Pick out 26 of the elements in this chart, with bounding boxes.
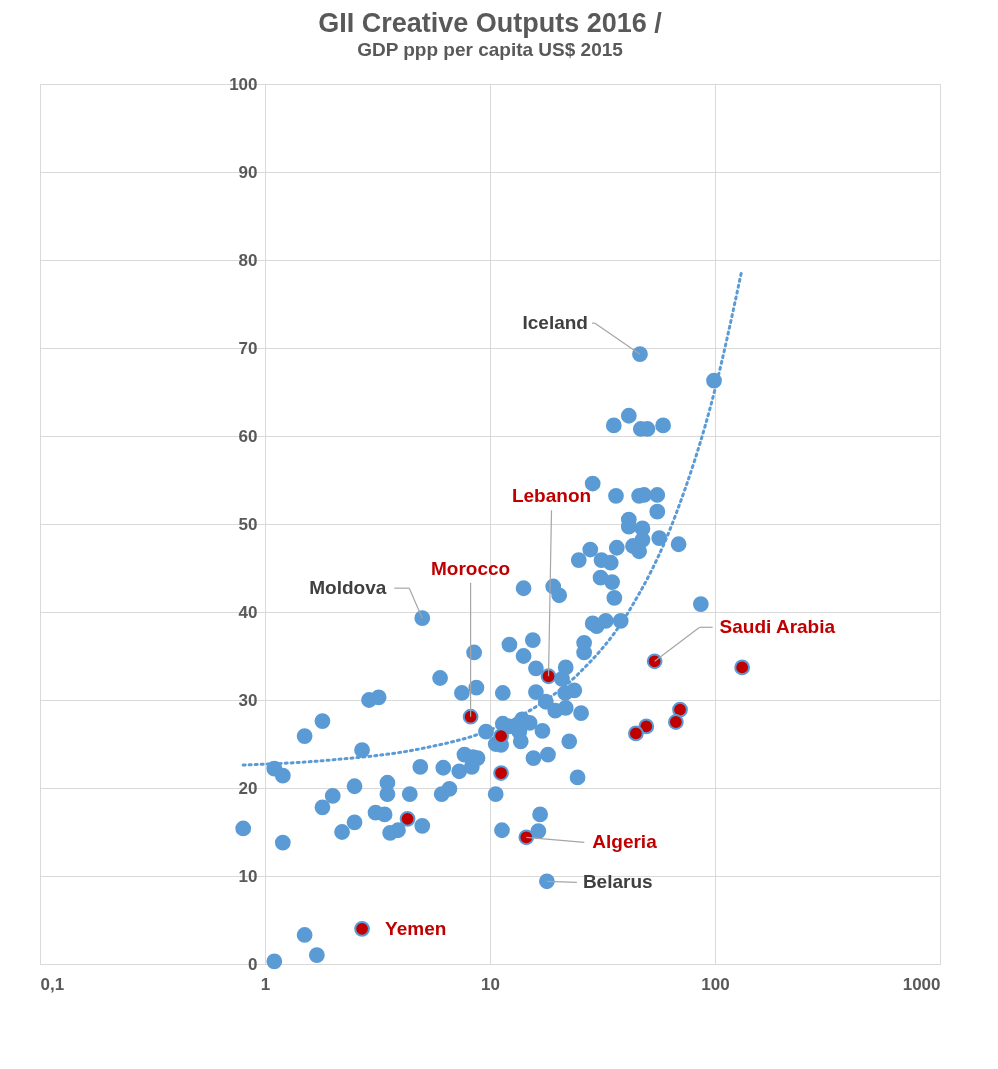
x-tick-label: 0,1 xyxy=(40,974,65,994)
y-tick-label: 30 xyxy=(238,690,258,710)
annotation: Saudi Arabia xyxy=(719,616,836,638)
annotation: Algeria xyxy=(592,831,658,853)
y-tick-label: 60 xyxy=(238,426,258,446)
chart-title: GII Creative Outputs 2016 / xyxy=(318,8,663,38)
y-tick-label: 70 xyxy=(238,338,258,358)
y-tick-label: 0 xyxy=(248,954,258,974)
y-tick-label: 20 xyxy=(238,778,258,798)
y-tick-label: 90 xyxy=(238,162,258,182)
annotation: Iceland xyxy=(522,312,588,334)
y-tick-label: 50 xyxy=(238,514,258,534)
annotation: Morocco xyxy=(431,557,511,579)
chart-subtitle: GDP ppp per capita US$ 2015 xyxy=(357,39,624,60)
annotation: Moldova xyxy=(309,577,387,599)
x-tick-label: 1000 xyxy=(902,974,941,994)
annotation: Lebanon xyxy=(511,485,592,507)
y-tick-label: 40 xyxy=(238,602,258,622)
y-tick-label: 100 xyxy=(229,74,258,94)
annotation: Yemen xyxy=(385,917,447,939)
x-tick-label: 1 xyxy=(260,974,271,994)
x-tick-label: 10 xyxy=(481,974,500,994)
y-tick-label: 10 xyxy=(238,866,258,886)
annotation: Belarus xyxy=(582,871,653,893)
x-tick-label: 100 xyxy=(701,974,730,994)
y-tick-label: 80 xyxy=(238,250,258,270)
